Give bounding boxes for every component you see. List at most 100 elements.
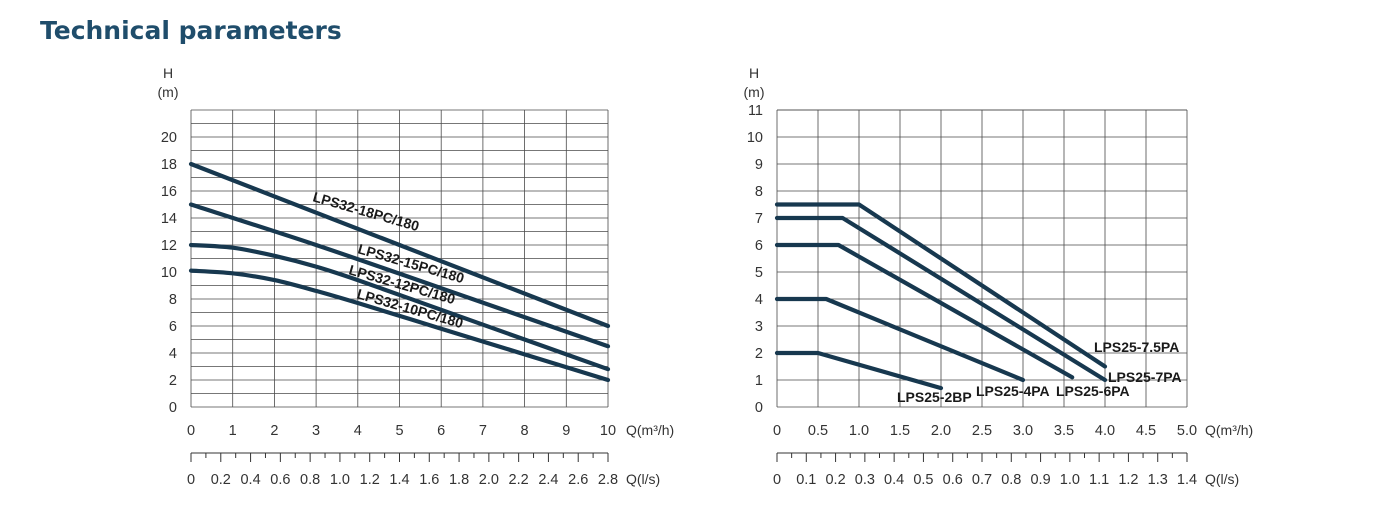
chart-lps25: 0 1 2 3 4 5 6 7 8 9 10 11 H (m) 0 0.5 1.0 1.5 2.0 2.5 3.0 3.5… (744, 65, 1254, 488)
x-tick-label: 0 (773, 423, 781, 439)
y-axis-unit: (m) (744, 84, 765, 100)
y-tick-label: 8 (755, 184, 763, 200)
secondary-tick-label: 0.4 (884, 472, 904, 488)
x-tick-label: 10 (600, 423, 616, 439)
curve-lps32-12pc-180 (188, 242, 611, 372)
secondary-tick-label: 2.0 (479, 472, 499, 488)
x-tick-label: 3 (312, 423, 320, 439)
y-tick-label: 0 (169, 400, 177, 416)
y-tick-label: 10 (161, 265, 177, 281)
y-axis-title: H (749, 65, 759, 81)
secondary-tick-label: 0.5 (913, 472, 933, 488)
secondary-tick-label: 0.6 (270, 472, 290, 488)
x-axis-title: Q(m³/h) (626, 422, 674, 438)
secondary-tick-label: 1.0 (1060, 472, 1080, 488)
x-tick-label: 0.5 (808, 423, 828, 439)
x-tick-label: 2.5 (972, 423, 992, 439)
x-tick-label: 5 (395, 423, 403, 439)
y-tick-label: 6 (169, 319, 177, 335)
y-axis-unit: (m) (158, 84, 179, 100)
secondary-tick-label: 0.2 (825, 472, 845, 488)
curve-label: LPS25-2BP (897, 389, 972, 405)
secondary-tick-label: 2.8 (598, 472, 618, 488)
secondary-tick-label: 0.8 (1001, 472, 1021, 488)
x-tick-label: 3.0 (1013, 423, 1033, 439)
x-tick-label: 0 (187, 423, 195, 439)
y-tick-label: 2 (755, 346, 763, 362)
y-tick-label: 4 (755, 292, 763, 308)
secondary-tick-label: 0 (773, 472, 781, 488)
y-tick-label: 3 (755, 319, 763, 335)
secondary-tick-label: 1.4 (389, 472, 409, 488)
y-tick-label: 9 (755, 157, 763, 173)
x-tick-label: 5.0 (1177, 423, 1197, 439)
secondary-tick-label: 2.6 (568, 472, 588, 488)
y-tick-label: 16 (161, 184, 177, 200)
y-tick-label: 14 (161, 211, 177, 227)
curve-lps32-18pc-180 (188, 161, 611, 329)
secondary-tick-label: 0.2 (211, 472, 231, 488)
secondary-tick-label: 1.0 (330, 472, 350, 488)
curve-lps32-10pc-180 (188, 268, 611, 383)
secondary-tick-label: 1.8 (449, 472, 469, 488)
x-tick-label: 6 (437, 423, 445, 439)
secondary-tick-label: 1.3 (1148, 472, 1168, 488)
y-tick-label: 20 (161, 130, 177, 146)
secondary-tick-label: 0.4 (240, 472, 260, 488)
y-tick-label: 12 (161, 238, 177, 254)
y-tick-label: 11 (748, 103, 763, 119)
y-tick-label: 10 (747, 130, 763, 146)
x-tick-label: 7 (479, 423, 487, 439)
secondary-tick-label: 0 (187, 472, 195, 488)
y-tick-label: 18 (161, 157, 177, 173)
x-tick-label: 9 (562, 423, 570, 439)
secondary-axis-title: Q(l/s) (626, 471, 660, 487)
secondary-tick-label: 1.2 (1118, 472, 1138, 488)
secondary-tick-label: 0.7 (972, 472, 992, 488)
y-tick-label: 0 (755, 400, 763, 416)
curve-lps25-7pa (774, 215, 1108, 383)
secondary-tick-label: 2.2 (509, 472, 529, 488)
x-tick-label: 8 (521, 423, 529, 439)
secondary-tick-label: 1.6 (419, 472, 439, 488)
secondary-tick-label: 1.1 (1089, 472, 1109, 488)
x-tick-label: 4.5 (1136, 423, 1156, 439)
curve-lps25-4pa (774, 296, 1026, 383)
y-tick-label: 1 (755, 373, 763, 389)
page-title: Technical parameters (40, 16, 342, 45)
x-tick-label: 1 (229, 423, 237, 439)
x-tick-label: 4 (354, 423, 362, 439)
y-tick-label: 7 (755, 211, 763, 227)
x-tick-label: 1.0 (849, 423, 869, 439)
curve-label: LPS25-4PA (976, 383, 1050, 399)
secondary-tick-label: 2.4 (538, 472, 558, 488)
y-tick-label: 6 (755, 238, 763, 254)
x-tick-label: 3.5 (1054, 423, 1074, 439)
curve-label: LPS25-6PA (1056, 383, 1130, 399)
secondary-axis-title: Q(l/s) (1205, 471, 1239, 487)
secondary-tick-label: 0.6 (943, 472, 963, 488)
curve-label: LPS25-7PA (1108, 369, 1182, 385)
secondary-tick-label: 0.8 (300, 472, 320, 488)
y-tick-label: 5 (755, 265, 763, 281)
x-tick-label: 1.5 (890, 423, 910, 439)
x-tick-label: 2.0 (931, 423, 951, 439)
secondary-tick-label: 0.1 (796, 472, 816, 488)
y-axis-title: H (163, 65, 173, 81)
curve-lps25-6pa (774, 242, 1075, 380)
x-tick-label: 2 (270, 423, 278, 439)
secondary-tick-label: 0.3 (855, 472, 875, 488)
x-axis-title: Q(m³/h) (1205, 422, 1253, 438)
secondary-tick-label: 0.9 (1030, 472, 1050, 488)
x-tick-label: 4.0 (1095, 423, 1115, 439)
y-tick-label: 2 (169, 373, 177, 389)
curve-lps25-7-5pa (774, 202, 1108, 369)
curve-label: LPS25-7.5PA (1094, 339, 1179, 355)
secondary-tick-label: 1.4 (1177, 472, 1197, 488)
curve-label: LPS32-18PC/180 (311, 189, 421, 235)
secondary-tick-label: 1.2 (360, 472, 380, 488)
y-tick-label: 8 (169, 292, 177, 308)
y-tick-label: 4 (169, 346, 177, 362)
